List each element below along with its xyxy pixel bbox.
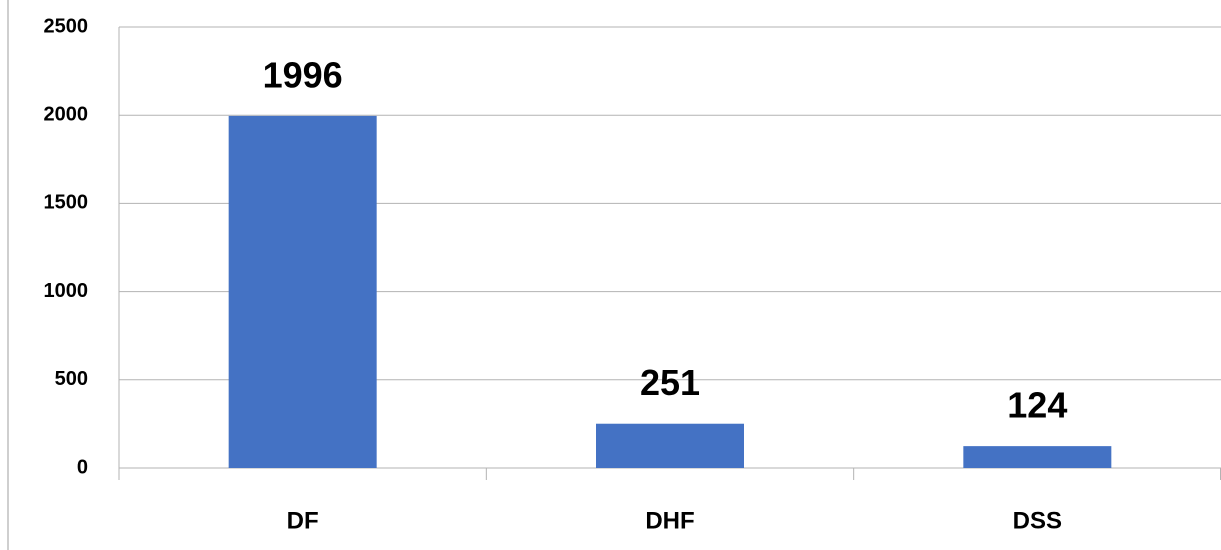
y-tick-label: 1000 <box>44 280 89 302</box>
x-tick-label: DHF <box>645 507 694 534</box>
data-label: 1996 <box>263 54 343 95</box>
bar <box>228 115 377 468</box>
y-tick-label: 500 <box>55 368 88 390</box>
x-tick-label: DSS <box>1013 507 1062 534</box>
bar <box>596 423 744 468</box>
x-tick-label: DF <box>287 507 319 534</box>
y-tick-label: 0 <box>77 456 88 478</box>
y-tick-label: 1500 <box>44 192 89 214</box>
data-label: 251 <box>640 362 700 403</box>
bar <box>963 446 1112 468</box>
y-tick-label: 2500 <box>44 15 89 37</box>
data-label: 124 <box>1007 385 1067 426</box>
y-tick-label: 2000 <box>44 103 89 125</box>
